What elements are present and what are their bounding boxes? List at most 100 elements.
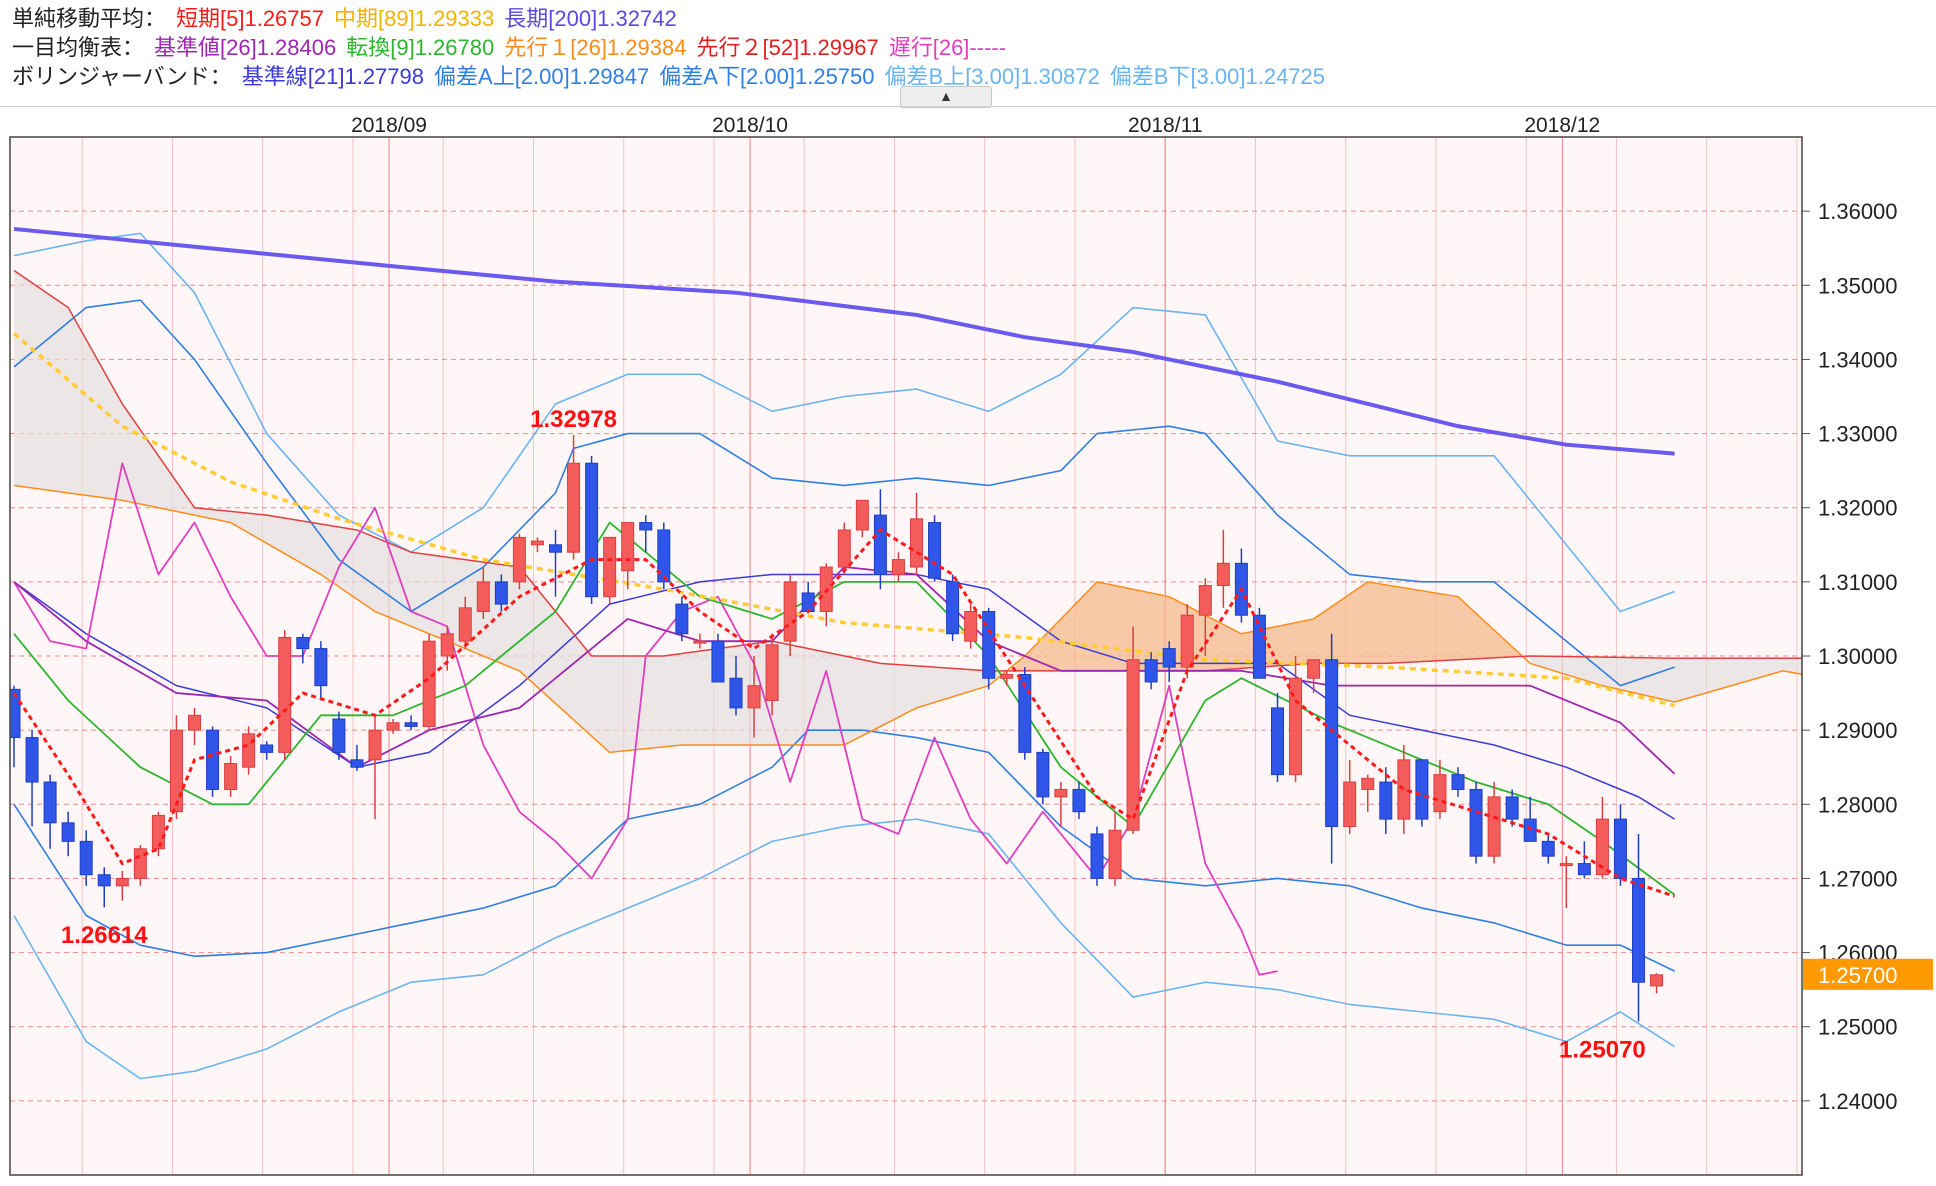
extreme-price-label: 1.25070 bbox=[1559, 1037, 1646, 1064]
sma-label: 単純移動平均： bbox=[12, 6, 167, 31]
extreme-price-label: 1.26614 bbox=[61, 922, 148, 949]
bollinger-a-up: 偏差A上[2.00]1.29847 bbox=[434, 64, 650, 89]
candle-body bbox=[1541, 840, 1555, 857]
candle-body bbox=[639, 522, 653, 531]
candle-body bbox=[1487, 796, 1501, 857]
candle-body bbox=[169, 729, 183, 813]
candle-body bbox=[1000, 674, 1014, 679]
candle-body bbox=[1397, 759, 1411, 820]
candle-body bbox=[1469, 788, 1483, 857]
candle-body bbox=[1108, 829, 1122, 879]
candle-body bbox=[1379, 781, 1393, 820]
ichimoku-tenkan: 転換[9]1.26780 bbox=[346, 35, 495, 60]
legend-row-bollinger: ボリンジャーバンド： 基準線[21]1.27798 偏差A上[2.00]1.2984… bbox=[12, 62, 1335, 91]
y-tick-label: 1.31000 bbox=[1818, 570, 1898, 595]
ichimoku-chikou: 遅行[26]----- bbox=[888, 35, 1007, 60]
candle-body bbox=[530, 540, 544, 546]
candle-body bbox=[801, 592, 815, 613]
candle-body bbox=[693, 640, 707, 644]
candle-body bbox=[603, 536, 617, 598]
candle-body bbox=[1144, 659, 1158, 683]
plot-frame bbox=[9, 136, 1803, 1176]
kumo-cloud-bullish bbox=[1015, 581, 1522, 671]
sma-mid: 中期[89]1.29333 bbox=[334, 6, 495, 31]
candle-body bbox=[928, 522, 942, 579]
candle-body bbox=[1252, 614, 1266, 679]
candle-body bbox=[296, 636, 310, 650]
y-tick-label: 1.24000 bbox=[1818, 1089, 1898, 1114]
series-line-bb-a-up bbox=[13, 299, 1675, 687]
collapse-up-icon: ▲ bbox=[939, 88, 953, 104]
extreme-price-label: 1.32978 bbox=[530, 406, 617, 433]
y-tick-label: 1.27000 bbox=[1818, 866, 1898, 891]
series-line-mid-ma bbox=[12, 332, 1676, 708]
candle-body bbox=[765, 644, 779, 701]
ichimoku-kijun: 基準値[26]1.28406 bbox=[154, 35, 337, 60]
plot-layer bbox=[10, 226, 1802, 1080]
candle-body bbox=[43, 781, 57, 824]
candle-body bbox=[1018, 674, 1032, 753]
candle-body bbox=[242, 733, 256, 768]
series-line-long-ma bbox=[13, 226, 1675, 456]
candle-body bbox=[549, 544, 562, 553]
candle-body bbox=[1271, 707, 1284, 776]
candle-body bbox=[404, 722, 418, 727]
collapse-legend-button[interactable]: ▲ bbox=[900, 86, 992, 108]
series-line-bb-a-down bbox=[13, 729, 1675, 972]
candle-body bbox=[1325, 659, 1339, 828]
series-line-tenkan bbox=[13, 521, 1676, 896]
candle-body bbox=[440, 633, 454, 657]
header-separator bbox=[0, 106, 1936, 107]
candle-body bbox=[115, 877, 129, 887]
bollinger-label: ボリンジャーバンド： bbox=[12, 64, 232, 89]
current-price-tag bbox=[1803, 958, 1933, 990]
candle-body bbox=[1054, 788, 1068, 798]
ichimoku-senkou2: 先行２[52]1.29967 bbox=[696, 35, 879, 60]
candle-body bbox=[1632, 877, 1645, 983]
candle-body bbox=[621, 522, 635, 572]
candle-body bbox=[1595, 818, 1609, 876]
candle-body bbox=[260, 744, 274, 753]
candle-body bbox=[314, 648, 328, 687]
y-tick-label: 1.35000 bbox=[1818, 273, 1898, 298]
candle-body bbox=[512, 536, 526, 583]
candle-body bbox=[97, 874, 111, 887]
x-tick-label: 2018/12 bbox=[1524, 114, 1600, 137]
candle-body bbox=[1433, 774, 1447, 813]
candle-body bbox=[206, 729, 220, 790]
ichimoku-label: 一目均衡表： bbox=[12, 35, 145, 60]
candle-body bbox=[368, 729, 382, 761]
candle-body bbox=[747, 685, 761, 709]
candle-body bbox=[79, 840, 93, 876]
legend-row-ichimoku: 一目均衡表： 基準値[26]1.28406 転換[9]1.26780 先行１[26]1… bbox=[12, 33, 1335, 62]
candle-body bbox=[891, 559, 905, 575]
indicator-legend: 単純移動平均： 短期[5]1.26757 中期[89]1.29333 長期[200]1… bbox=[12, 4, 1335, 91]
series-line-bb-b-up bbox=[13, 232, 1675, 613]
candle-body bbox=[729, 677, 743, 709]
candle-body bbox=[1162, 648, 1176, 668]
candle-body bbox=[1180, 614, 1194, 668]
candle-body bbox=[1216, 562, 1230, 587]
candle-body bbox=[1072, 788, 1086, 813]
candle-body bbox=[386, 722, 400, 731]
legend-row-sma: 単純移動平均： 短期[5]1.26757 中期[89]1.29333 長期[200]1… bbox=[12, 4, 1335, 33]
candle-body bbox=[585, 462, 599, 598]
candle-body bbox=[25, 737, 39, 783]
candle-body bbox=[675, 603, 689, 635]
candle-body bbox=[1559, 863, 1573, 867]
y-tick-label: 1.30000 bbox=[1818, 644, 1898, 669]
kumo-cloud-bearish bbox=[14, 270, 1007, 753]
candle-body bbox=[1036, 751, 1050, 798]
x-tick-label: 2018/11 bbox=[1128, 114, 1202, 137]
candle-body bbox=[1198, 585, 1212, 616]
candle-body bbox=[422, 640, 436, 727]
candle-body bbox=[1505, 796, 1519, 820]
candle-body bbox=[873, 514, 887, 575]
x-tick-label: 2018/10 bbox=[712, 114, 788, 137]
candle-body bbox=[1613, 818, 1627, 879]
bollinger-base: 基準線[21]1.27798 bbox=[241, 64, 425, 89]
y-tick-label: 1.28000 bbox=[1818, 792, 1898, 817]
candle-body bbox=[1523, 818, 1537, 842]
candle-body bbox=[711, 640, 725, 683]
candle-body bbox=[458, 607, 472, 642]
